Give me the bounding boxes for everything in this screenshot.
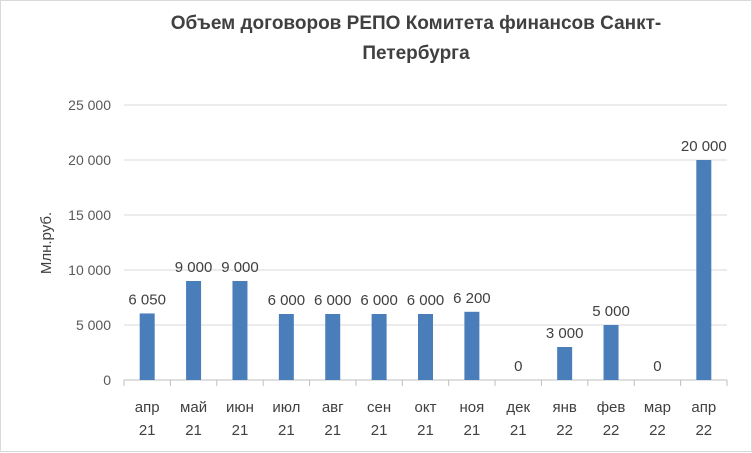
- bar: [325, 314, 341, 380]
- x-tick-label: мар: [644, 399, 671, 416]
- data-label: 5 000: [592, 303, 630, 320]
- bar: [464, 311, 480, 380]
- x-tick-label: апр: [135, 399, 160, 416]
- bar: [278, 314, 294, 380]
- x-tick-label: 22: [695, 422, 712, 439]
- data-label: 6 000: [407, 292, 445, 309]
- x-tick-label: авг: [322, 399, 344, 416]
- bar: [418, 314, 433, 380]
- chart-title-line2: Петербурга: [362, 43, 470, 64]
- x-tick-label: 21: [464, 422, 481, 439]
- bar: [186, 281, 202, 380]
- x-tick-label: янв: [552, 399, 576, 416]
- x-tick-label: апр: [691, 399, 716, 416]
- bar: [232, 281, 248, 380]
- x-tick-label: июн: [226, 399, 254, 416]
- x-tick-label: 21: [278, 422, 295, 439]
- x-tick-label: 21: [324, 422, 341, 439]
- bar: [139, 313, 155, 380]
- x-tick-label: 22: [556, 422, 573, 439]
- x-tick-label: 22: [603, 422, 620, 439]
- x-tick-label: 21: [139, 422, 156, 439]
- bar: [557, 347, 573, 380]
- data-label: 9 000: [221, 259, 259, 276]
- y-tick-label: 0: [103, 372, 111, 388]
- y-tick-label: 10 000: [68, 262, 111, 278]
- data-label: 0: [514, 358, 522, 375]
- x-tick-label: 21: [371, 422, 388, 439]
- chart-title: Объем договоров РЕПО Комитета финансов С…: [101, 9, 731, 69]
- x-tick-label: 21: [510, 422, 527, 439]
- bar: [371, 314, 387, 380]
- data-label: 6 050: [128, 291, 166, 308]
- y-axis-label: Млн.руб.: [38, 212, 55, 274]
- y-tick-label: 15 000: [68, 207, 111, 223]
- x-tick-label: 21: [232, 422, 249, 439]
- x-tick-label: 21: [185, 422, 202, 439]
- x-tick-label: май: [180, 399, 207, 416]
- data-label: 9 000: [175, 259, 213, 276]
- y-tick-label: 5 000: [76, 317, 111, 333]
- x-tick-label: 22: [649, 422, 666, 439]
- data-label: 3 000: [546, 325, 584, 342]
- y-tick-label: 25 000: [68, 97, 111, 113]
- x-tick-label: июл: [272, 399, 300, 416]
- x-tick-label: дек: [506, 399, 530, 416]
- x-tick-label: окт: [415, 399, 437, 416]
- data-label: 6 000: [268, 292, 306, 309]
- bar: [603, 325, 619, 380]
- bar: [696, 160, 712, 380]
- chart-title-line1: Объем договоров РЕПО Комитета финансов С…: [170, 13, 662, 34]
- x-tick-label: сен: [367, 399, 391, 416]
- y-tick-label: 20 000: [68, 152, 111, 168]
- data-label: 20 000: [681, 138, 727, 155]
- data-label: 6 000: [314, 292, 352, 309]
- x-tick-label: 21: [417, 422, 434, 439]
- data-label: 6 000: [360, 292, 398, 309]
- x-tick-label: ноя: [460, 399, 485, 416]
- x-tick-label: фев: [597, 399, 626, 416]
- data-label: 0: [653, 358, 661, 375]
- data-label: 6 200: [453, 290, 491, 307]
